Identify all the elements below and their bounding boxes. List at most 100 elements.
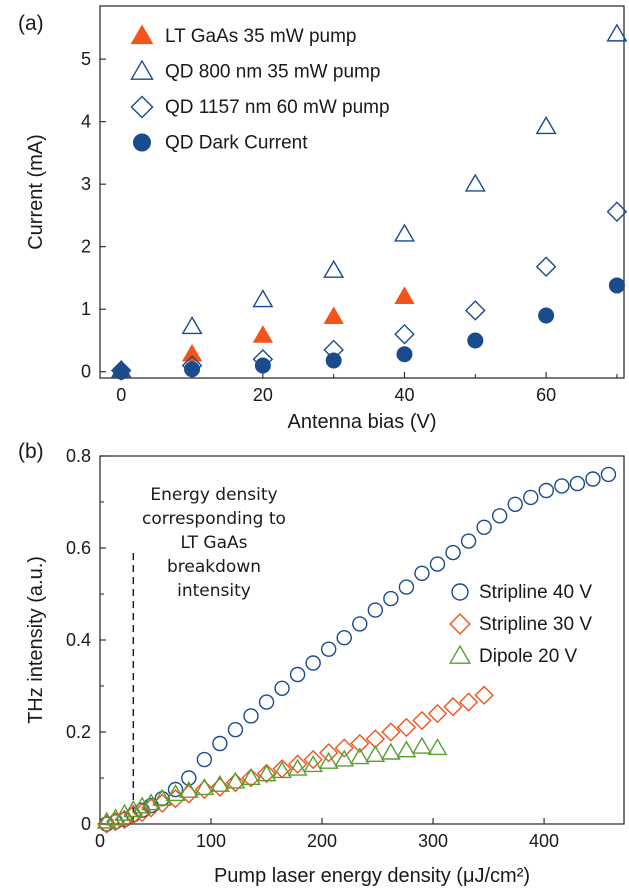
legend-marker bbox=[130, 95, 154, 119]
data-point bbox=[252, 289, 274, 308]
b-series-1 bbox=[96, 685, 494, 834]
a-xtick-label: 40 bbox=[394, 385, 414, 405]
data-point bbox=[398, 579, 415, 595]
annotation-line: Energy density bbox=[150, 485, 277, 505]
annotation-line: breakdown bbox=[167, 557, 261, 577]
data-point bbox=[334, 749, 355, 767]
data-point bbox=[241, 767, 261, 785]
data-point bbox=[107, 814, 124, 830]
a-ytick-label: 0 bbox=[81, 362, 91, 382]
legend-marker bbox=[449, 613, 471, 635]
panel-b-data-marks bbox=[96, 466, 617, 834]
data-point bbox=[96, 811, 117, 829]
data-point bbox=[464, 173, 486, 192]
data-point bbox=[165, 784, 186, 802]
b-series-2 bbox=[96, 736, 448, 829]
legend-marker bbox=[130, 59, 154, 80]
data-point bbox=[323, 306, 344, 324]
legend-marker bbox=[451, 583, 469, 601]
data-point bbox=[414, 565, 430, 581]
b-xtick-label: 0 bbox=[95, 831, 105, 851]
data-point bbox=[383, 590, 399, 607]
data-point bbox=[474, 685, 494, 705]
annotation-text: Energy density corresponding to LT GaAs bre… bbox=[142, 485, 286, 601]
data-point bbox=[476, 519, 492, 535]
legend-label: Stripline 40 V bbox=[479, 582, 592, 603]
panel-a-label: (a) bbox=[18, 12, 44, 35]
a-series-3 bbox=[113, 277, 625, 380]
data-point bbox=[167, 781, 184, 798]
data-point bbox=[254, 357, 271, 374]
data-point bbox=[287, 754, 308, 774]
data-point bbox=[319, 743, 339, 763]
b-ytick-label: 0 bbox=[81, 814, 91, 834]
annotation-line: LT GaAs bbox=[181, 533, 248, 553]
legend-label: Dipole 20 V bbox=[479, 646, 578, 667]
legend-marker bbox=[130, 24, 154, 45]
data-point bbox=[445, 544, 461, 561]
data-point bbox=[272, 761, 292, 779]
data-point bbox=[523, 489, 539, 506]
data-point bbox=[305, 655, 321, 671]
data-point bbox=[393, 223, 416, 242]
a-ytick-label: 1 bbox=[81, 299, 91, 319]
data-point bbox=[554, 478, 570, 494]
data-point bbox=[227, 722, 244, 738]
panel-b-ylabel: THz intensity (a.u.) bbox=[25, 556, 47, 724]
data-point bbox=[194, 778, 215, 796]
data-point bbox=[225, 772, 246, 793]
data-point bbox=[184, 361, 201, 378]
panel-a-xlabel: Antenna bias (V) bbox=[288, 411, 437, 433]
data-point bbox=[152, 788, 173, 806]
data-point bbox=[396, 346, 413, 363]
data-point bbox=[116, 811, 133, 828]
data-point bbox=[96, 814, 117, 834]
data-point bbox=[458, 692, 479, 712]
data-point bbox=[243, 708, 259, 724]
data-point bbox=[394, 286, 415, 304]
data-point bbox=[113, 363, 130, 380]
a-ytick-label: 4 bbox=[81, 112, 91, 132]
legend-marker bbox=[133, 133, 151, 152]
data-point bbox=[252, 325, 274, 343]
data-point bbox=[323, 259, 345, 278]
data-point bbox=[443, 697, 463, 717]
annotation-line: corresponding to bbox=[142, 509, 286, 529]
annotation-line: intensity bbox=[177, 581, 251, 601]
a-xtick-label: 0 bbox=[116, 385, 126, 405]
data-point bbox=[394, 323, 415, 345]
a-xtick-label: 60 bbox=[536, 385, 556, 405]
data-point bbox=[258, 694, 275, 710]
legend-label: LT GaAs 35 mW pump bbox=[165, 26, 356, 47]
data-point bbox=[318, 751, 339, 769]
panel-a: (a) 0 20 40 60 0 1 2 3 4 5 LT GaAs 35 mW pump QD 8… bbox=[18, 5, 628, 433]
data-point bbox=[427, 703, 448, 724]
data-point bbox=[396, 717, 417, 738]
data-point bbox=[325, 352, 342, 369]
data-point bbox=[396, 740, 417, 758]
legend-label: Stripline 30 V bbox=[479, 614, 592, 635]
data-point bbox=[585, 471, 601, 487]
data-point bbox=[429, 556, 446, 572]
panel-b-label: (b) bbox=[18, 440, 44, 463]
b-xtick-label: 200 bbox=[307, 831, 337, 851]
data-point bbox=[467, 332, 484, 349]
data-point bbox=[334, 738, 354, 758]
a-ytick-label: 2 bbox=[81, 237, 91, 257]
data-point bbox=[608, 277, 625, 294]
data-point bbox=[287, 758, 308, 776]
panel-a-ylabel: Current (mA) bbox=[25, 134, 47, 250]
data-point bbox=[349, 747, 370, 765]
data-point bbox=[336, 630, 352, 646]
data-point bbox=[181, 343, 203, 362]
data-point bbox=[507, 496, 523, 512]
data-point bbox=[178, 780, 199, 798]
b-xtick-label: 100 bbox=[196, 831, 226, 851]
data-point bbox=[606, 23, 628, 42]
data-point bbox=[600, 466, 617, 483]
b-xtick-label: 300 bbox=[418, 831, 448, 851]
data-point bbox=[181, 316, 203, 335]
data-point bbox=[352, 616, 368, 632]
data-point bbox=[225, 771, 246, 789]
legend-label: QD Dark Current bbox=[165, 133, 308, 154]
